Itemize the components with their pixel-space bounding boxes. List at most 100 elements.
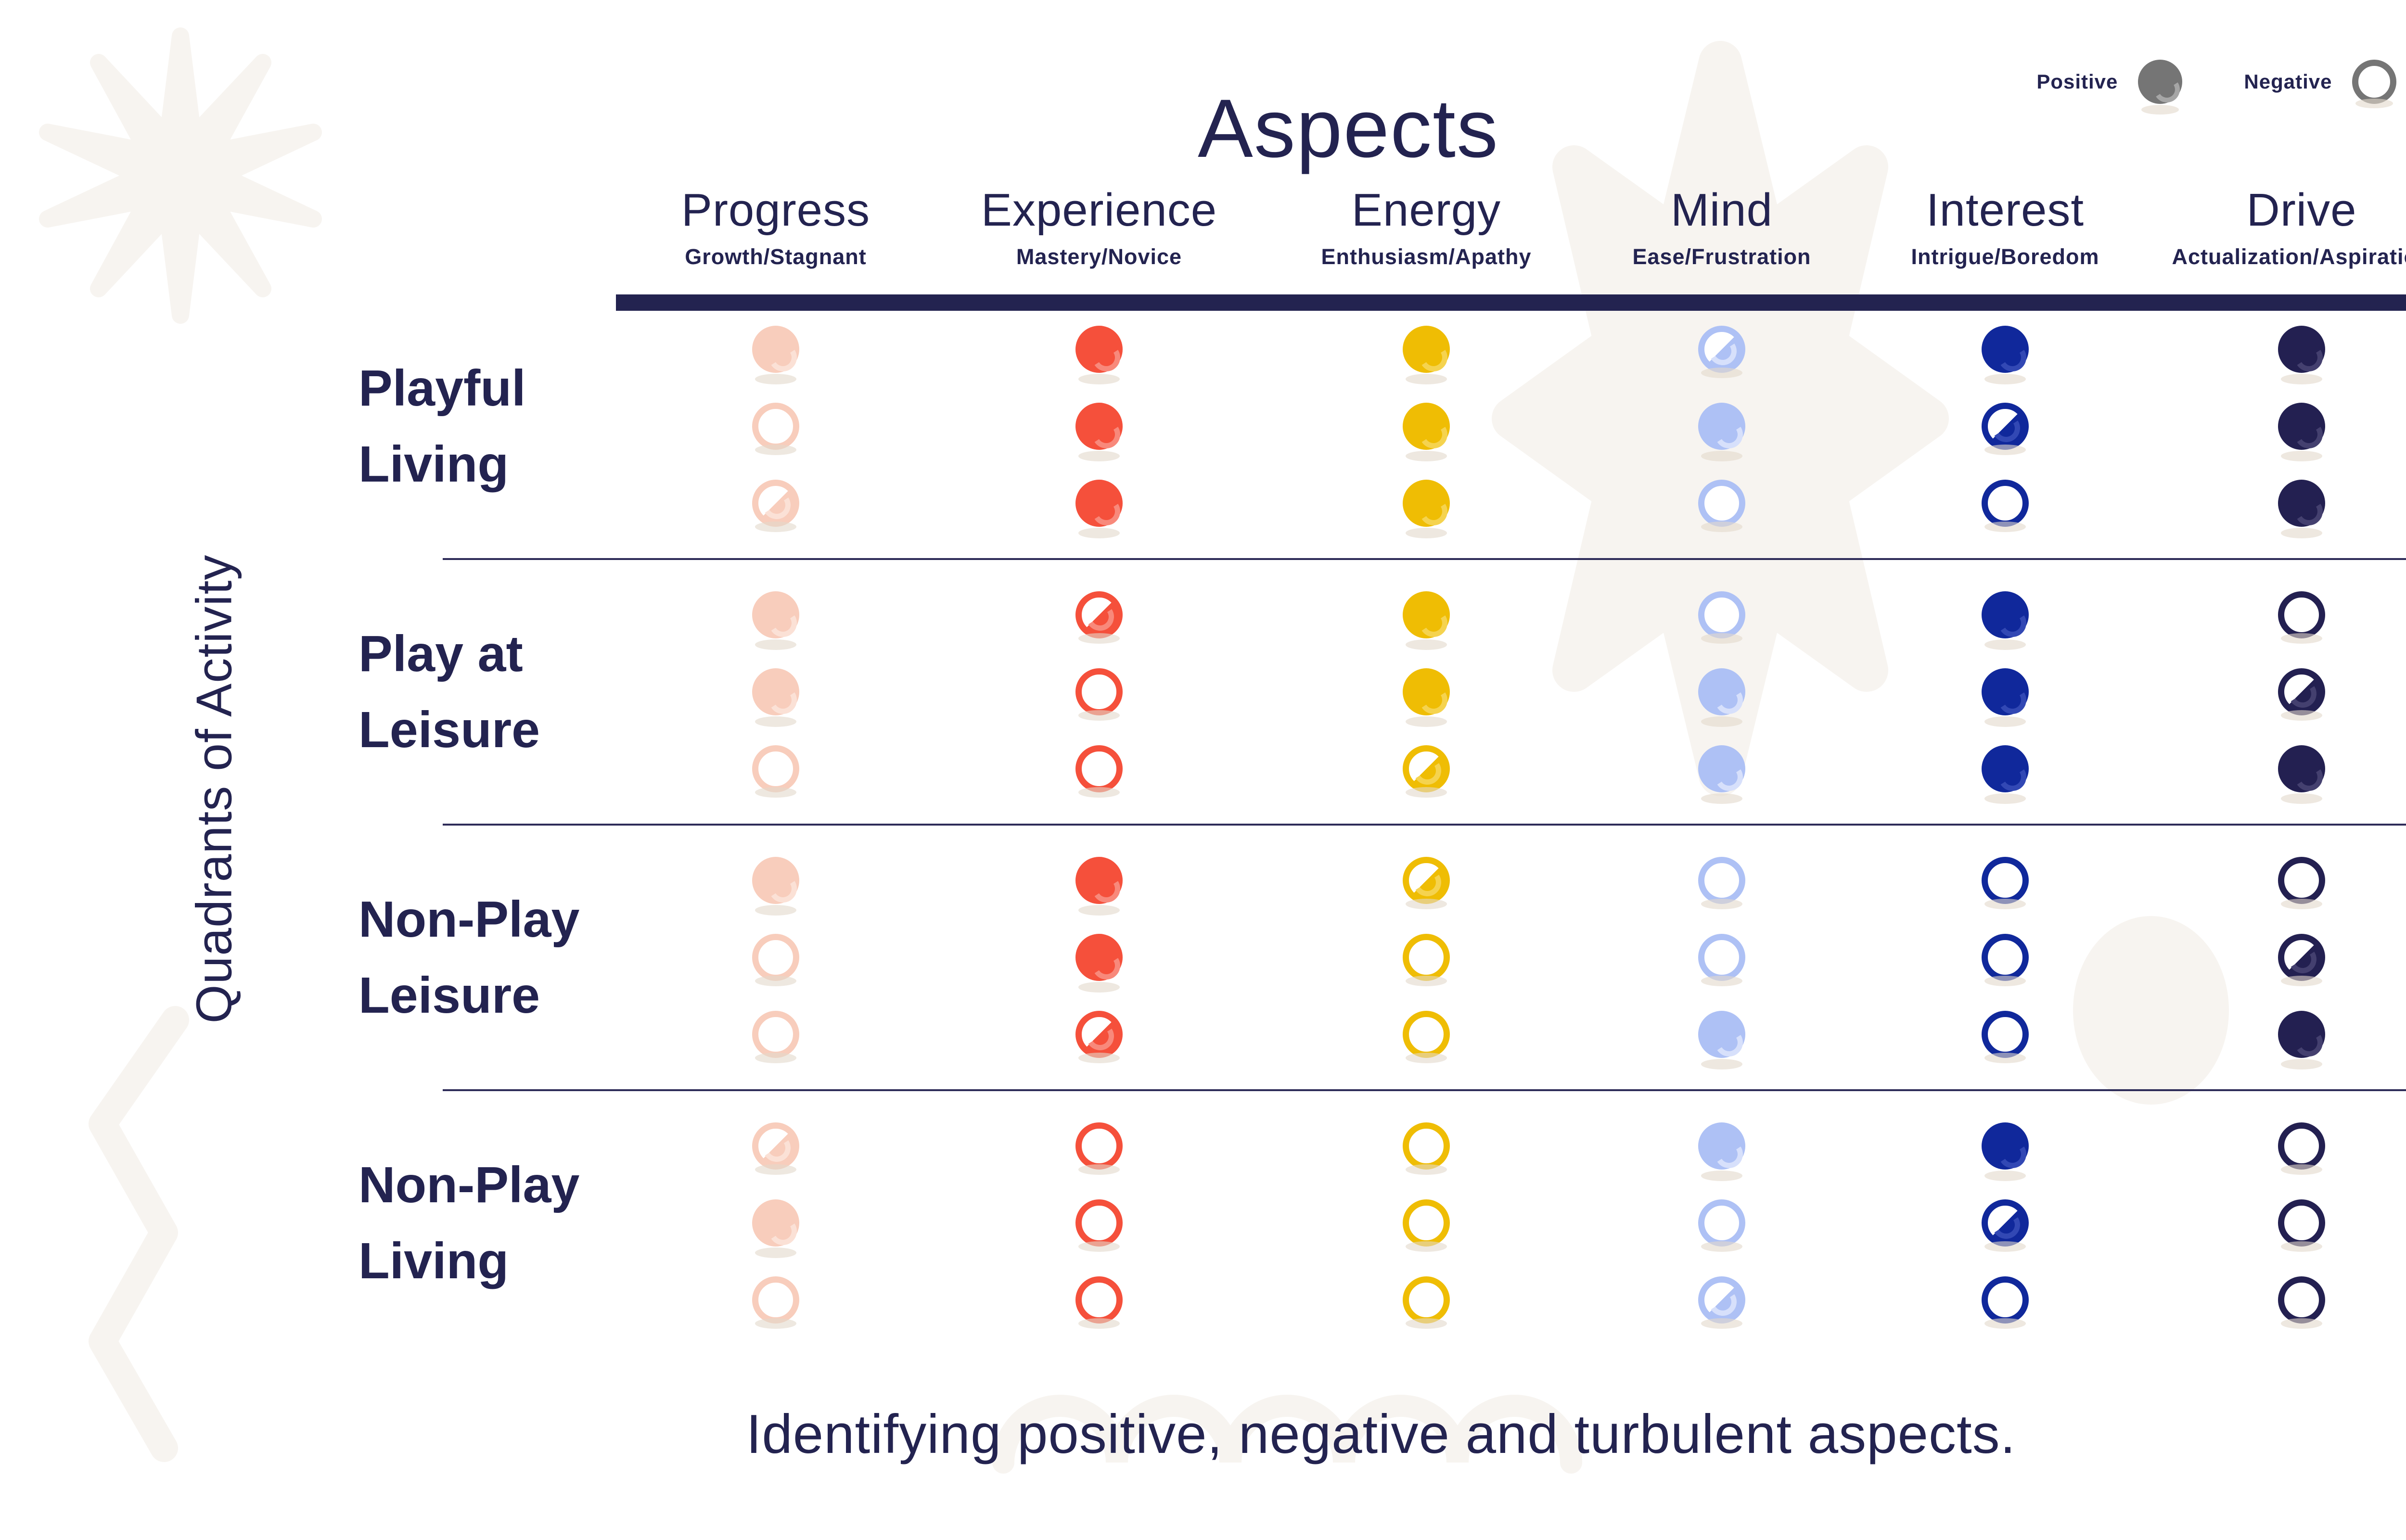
caption: Identifying positive, negative and turbu…	[746, 1404, 2016, 1465]
dot-non-play-leisure-r1-drive	[2278, 857, 2325, 904]
dot-playful-living-r3-mind	[1698, 480, 1745, 527]
legend-item-negative: Negative	[2244, 60, 2397, 104]
dot-playful-living-r2-progress	[752, 403, 799, 450]
row-label-line: Non-Play	[358, 891, 580, 948]
dot-non-play-leisure-r1-energy	[1403, 857, 1450, 904]
dot-non-play-leisure-r2-interest	[1982, 934, 2029, 981]
dot-non-play-living-r2-experience	[1075, 1199, 1123, 1247]
column-sublabel: Enthusiasm/Apathy	[1321, 244, 1532, 269]
dot-non-play-living-r2-progress	[752, 1199, 799, 1247]
column-header-experience: Experience Mastery/Novice	[981, 184, 1217, 269]
dot-non-play-living-r1-progress	[752, 1122, 799, 1170]
dot-non-play-leisure-r3-mind	[1698, 1011, 1745, 1058]
dot-non-play-living-r1-energy	[1403, 1122, 1450, 1170]
dot-non-play-leisure-r3-experience	[1075, 1011, 1123, 1058]
column-header-progress: Progress Growth/Stagnant	[681, 184, 870, 269]
legend: PositiveNegativeTurbulent	[2036, 60, 2406, 104]
row-label-line: Play at	[358, 625, 523, 682]
dot-non-play-living-r3-energy	[1403, 1276, 1450, 1324]
dot-non-play-living-r1-interest	[1982, 1122, 2029, 1170]
legend-positive-dot-icon	[2138, 60, 2183, 104]
column-header-drive: Drive Actualization/Aspiration	[2172, 184, 2406, 269]
dot-non-play-leisure-r3-energy	[1403, 1011, 1450, 1058]
legend-label: Negative	[2244, 70, 2332, 93]
column-sublabel: Mastery/Novice	[1016, 244, 1182, 269]
row-label-line: Playful	[358, 360, 526, 417]
dot-playful-living-r1-mind	[1698, 326, 1745, 373]
column-sublabel: Growth/Stagnant	[685, 244, 867, 269]
dot-playful-living-r3-progress	[752, 480, 799, 527]
column-header-mind: Mind Ease/Frustration	[1632, 184, 1811, 269]
column-label: Experience	[981, 184, 1217, 236]
row-label-line: Living	[358, 436, 509, 493]
column-header-interest: Interest Intrigue/Boredom	[1911, 184, 2099, 269]
legend-negative-dot-icon	[2352, 60, 2397, 104]
dot-non-play-living-r3-interest	[1982, 1276, 2029, 1324]
dot-play-at-leisure-r1-energy	[1403, 591, 1450, 638]
dot-playful-living-r2-drive	[2278, 403, 2325, 450]
dot-non-play-leisure-r2-energy	[1403, 934, 1450, 981]
dot-non-play-living-r1-drive	[2278, 1122, 2325, 1170]
dot-non-play-leisure-r3-progress	[752, 1011, 799, 1058]
column-sublabel: Ease/Frustration	[1632, 244, 1811, 269]
dot-play-at-leisure-r1-experience	[1075, 591, 1123, 638]
column-header-energy: Energy Enthusiasm/Apathy	[1321, 184, 1531, 269]
dot-play-at-leisure-r2-energy	[1403, 668, 1450, 715]
dot-non-play-living-r3-mind	[1698, 1276, 1745, 1324]
dot-play-at-leisure-r1-drive	[2278, 591, 2325, 638]
dot-playful-living-r1-drive	[2278, 326, 2325, 373]
dot-playful-living-r2-energy	[1403, 403, 1450, 450]
circle-decoration-icon	[2073, 916, 2229, 1105]
row-label-line: Non-Play	[358, 1157, 580, 1213]
dot-play-at-leisure-r1-mind	[1698, 591, 1745, 638]
dot-non-play-leisure-r1-progress	[752, 857, 799, 904]
column-sublabel: Actualization/Aspiration	[2172, 244, 2406, 269]
dot-playful-living-r2-mind	[1698, 403, 1745, 450]
column-label: Energy	[1351, 184, 1501, 236]
dot-play-at-leisure-r2-drive	[2278, 668, 2325, 715]
column-label: Progress	[681, 184, 870, 236]
dot-non-play-leisure-r2-experience	[1075, 934, 1123, 981]
dot-play-at-leisure-r2-mind	[1698, 668, 1745, 715]
dot-non-play-leisure-r2-drive	[2278, 934, 2325, 981]
dot-play-at-leisure-r3-mind	[1698, 745, 1745, 792]
row-divider	[443, 824, 2406, 826]
dot-playful-living-r3-energy	[1403, 480, 1450, 527]
dot-non-play-living-r2-energy	[1403, 1199, 1450, 1247]
dot-play-at-leisure-r1-interest	[1982, 591, 2029, 638]
legend-label: Positive	[2036, 70, 2118, 93]
dot-non-play-living-r3-progress	[752, 1276, 799, 1324]
dot-playful-living-r2-interest	[1982, 403, 2029, 450]
row-label-non-play-leisure: Non-Play Leisure	[358, 881, 579, 1033]
legend-item-positive: Positive	[2036, 60, 2183, 104]
dot-non-play-leisure-r1-mind	[1698, 857, 1745, 904]
row-label-line: Leisure	[358, 967, 540, 1024]
dot-non-play-living-r2-drive	[2278, 1199, 2325, 1247]
dot-non-play-leisure-r2-progress	[752, 934, 799, 981]
dot-playful-living-r2-experience	[1075, 403, 1123, 450]
dot-play-at-leisure-r3-drive	[2278, 745, 2325, 792]
scallop-decoration-icon	[992, 1395, 1582, 1474]
dot-playful-living-r1-experience	[1075, 326, 1123, 373]
dot-play-at-leisure-r1-progress	[752, 591, 799, 638]
dot-playful-living-r1-interest	[1982, 326, 2029, 373]
row-label-non-play-living: Non-Play Living	[358, 1147, 579, 1299]
row-divider	[443, 1089, 2406, 1091]
dot-non-play-leisure-r1-experience	[1075, 857, 1123, 904]
starburst-decoration-icon	[39, 27, 322, 324]
page-title: Aspects	[1198, 82, 1499, 175]
dot-non-play-living-r2-interest	[1982, 1199, 2029, 1247]
dot-non-play-leisure-r3-drive	[2278, 1011, 2325, 1058]
y-axis-label: Quadrants of Activity	[186, 554, 243, 1024]
header-divider	[616, 294, 2406, 311]
dot-non-play-living-r3-experience	[1075, 1276, 1123, 1324]
dot-play-at-leisure-r3-interest	[1982, 745, 2029, 792]
dot-play-at-leisure-r3-energy	[1403, 745, 1450, 792]
dot-playful-living-r1-energy	[1403, 326, 1450, 373]
dot-non-play-living-r2-mind	[1698, 1199, 1745, 1247]
row-divider	[443, 558, 2406, 560]
row-label-line: Living	[358, 1233, 509, 1289]
dot-playful-living-r3-drive	[2278, 480, 2325, 527]
dot-playful-living-r1-progress	[752, 326, 799, 373]
